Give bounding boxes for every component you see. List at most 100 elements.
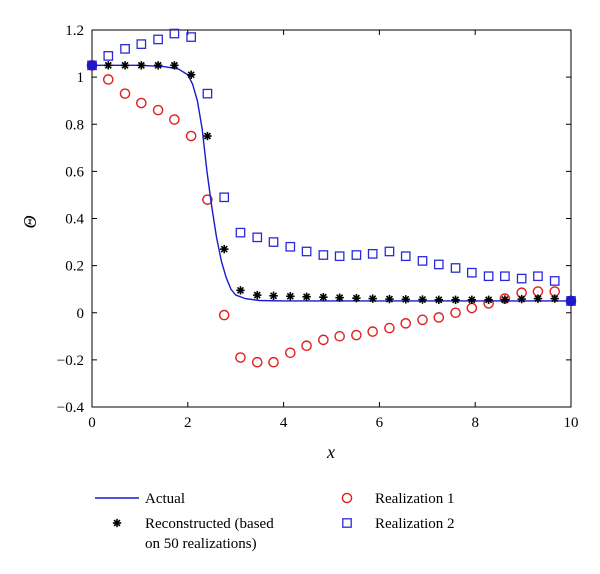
circle-point — [301, 340, 312, 352]
circle-point — [185, 130, 197, 142]
y-tick-label: −0.4 — [57, 400, 85, 416]
asterisk-point-stroke — [435, 296, 443, 304]
x-tick-label: 2 — [184, 415, 192, 431]
legend-item: Realization 2 — [342, 516, 455, 532]
legend-item: Realization 1 — [341, 491, 455, 507]
asterisk-point-stroke — [402, 295, 410, 303]
square-point — [334, 251, 345, 262]
y-axis: −0.4 −0.2 0 0.2 0.4 0.6 0.8 1 1.2 — [57, 23, 571, 416]
circle-point — [202, 194, 213, 205]
x-tick-label: 10 — [564, 415, 579, 431]
asterisk-point-stroke — [170, 61, 178, 69]
circle-point — [417, 314, 428, 326]
legend-label: on 50 realizations) — [145, 536, 257, 552]
legend-label: Reconstructed (based — [145, 516, 274, 532]
asterisk-point-stroke — [137, 61, 145, 69]
asterisk-point — [253, 290, 262, 300]
circle-point — [102, 74, 114, 85]
asterisk-point — [500, 295, 510, 304]
asterisk-point — [401, 295, 410, 304]
circle-point — [400, 318, 412, 329]
legend-label: Realization 2 — [375, 516, 455, 532]
square-point — [169, 28, 180, 39]
square-point — [549, 276, 560, 286]
asterisk-point — [170, 61, 179, 70]
asterisk-point — [302, 292, 311, 301]
asterisk-point-stroke — [303, 293, 311, 301]
square-point — [367, 248, 378, 259]
asterisk-point-stroke — [418, 296, 427, 304]
series-layer — [86, 28, 577, 368]
asterisk-point — [137, 61, 146, 70]
legend-label: Actual — [145, 491, 185, 507]
square-point — [235, 227, 246, 238]
asterisk-point — [186, 70, 196, 79]
asterisk-point — [236, 286, 245, 295]
square-point — [533, 271, 543, 282]
square-point — [136, 39, 147, 49]
y-tick-label: 1.2 — [65, 23, 84, 39]
legend-swatch-circle — [341, 492, 353, 504]
asterisk-point-stroke — [452, 296, 460, 304]
legend: Actual Reconstructed (based on 50 realizat… — [95, 491, 455, 552]
circle-point — [318, 334, 329, 346]
legend-item: Actual — [95, 491, 185, 507]
asterisk-point-stroke — [534, 295, 542, 303]
series-square — [87, 28, 576, 306]
x-axis-title: x — [326, 442, 335, 462]
circle-point — [152, 104, 164, 116]
y-axis-title: Θ — [20, 216, 40, 229]
circle-point — [235, 352, 246, 363]
square-point — [417, 256, 428, 266]
square-point — [186, 32, 197, 42]
asterisk-point — [418, 295, 427, 304]
actual-line — [92, 64, 571, 302]
y-tick-label: 0 — [77, 306, 85, 322]
plot-area — [91, 29, 572, 408]
circle-point — [251, 356, 263, 368]
y-tick-label: 0.8 — [65, 117, 84, 133]
square-point — [301, 246, 312, 257]
plot-frame — [91, 29, 572, 408]
x-axis: 0 2 4 6 8 10 — [88, 30, 579, 431]
asterisk-point-stroke — [518, 295, 526, 303]
asterisk-point-stroke — [501, 296, 509, 304]
asterisk-point-stroke — [369, 295, 377, 303]
square-point — [450, 263, 461, 273]
series-line — [92, 64, 571, 302]
series-circle — [86, 60, 577, 368]
square-point — [202, 88, 213, 99]
y-tick-label: 0.2 — [65, 259, 84, 275]
asterisk-point — [203, 131, 212, 141]
asterisk-point-stroke — [104, 61, 112, 69]
asterisk-point-stroke — [154, 61, 162, 69]
legend-swatch-square — [342, 518, 352, 528]
asterisk-point — [269, 291, 278, 300]
asterisk-point — [385, 294, 394, 304]
square-point — [120, 44, 130, 54]
circle-point — [367, 326, 378, 337]
asterisk-point — [484, 295, 493, 304]
circle-point — [466, 302, 478, 314]
square-point — [500, 271, 510, 282]
asterisk-point — [220, 244, 229, 254]
square-point — [318, 250, 329, 260]
circle-point — [119, 88, 131, 99]
circle-point — [268, 356, 279, 368]
asterisk-point-stroke — [352, 294, 360, 302]
circle-point — [169, 114, 180, 125]
asterisk-point — [352, 293, 361, 303]
endpoint-marker — [566, 295, 576, 306]
circle-point — [334, 331, 345, 342]
y-tick-label: 0.6 — [65, 164, 84, 180]
square-point — [103, 51, 114, 61]
asterisk-point-stroke — [336, 294, 344, 302]
asterisk-point — [319, 292, 328, 302]
asterisk-point — [517, 294, 526, 304]
square-point — [400, 251, 411, 262]
asterisk-point — [335, 293, 344, 302]
asterisk-point-stroke — [468, 296, 476, 304]
asterisk-point-stroke — [319, 293, 327, 301]
asterisk-point-stroke — [253, 291, 261, 299]
x-tick-label: 6 — [376, 415, 384, 431]
